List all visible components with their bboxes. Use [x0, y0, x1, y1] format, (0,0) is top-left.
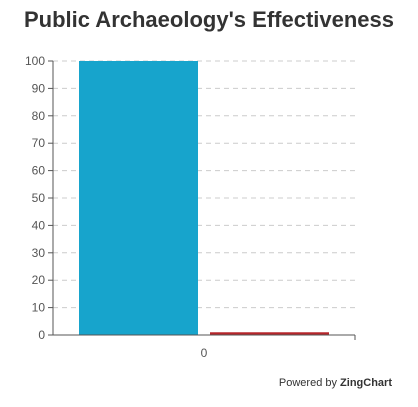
y-tick-label: 70 — [32, 136, 46, 150]
chart-title: Public Archaeology's Effectiveness — [24, 7, 394, 32]
y-tick-label: 30 — [32, 246, 46, 260]
y-tick-label: 50 — [32, 191, 46, 205]
bars — [79, 61, 329, 335]
y-tick-label: 60 — [32, 164, 46, 178]
y-tick-label: 100 — [25, 54, 45, 68]
credit-brand: ZingChart — [340, 377, 392, 389]
y-tick-label: 0 — [38, 328, 45, 342]
y-axis-ticks: 0 10 20 30 40 50 60 70 80 90 100 — [25, 54, 53, 342]
zingchart-credit[interactable]: Powered by ZingChart — [279, 377, 392, 389]
y-tick-label: 90 — [32, 81, 46, 95]
bar-series-1 — [79, 61, 198, 335]
credit-prefix: Powered by — [278, 377, 337, 389]
y-tick-label: 40 — [32, 218, 46, 232]
y-tick-label: 20 — [32, 273, 46, 287]
y-tick-label: 80 — [32, 109, 46, 123]
bar-series-2 — [210, 332, 329, 335]
x-axis-ticks: 0 — [201, 346, 208, 360]
y-tick-label: 10 — [32, 301, 46, 315]
x-tick-label: 0 — [201, 346, 208, 360]
